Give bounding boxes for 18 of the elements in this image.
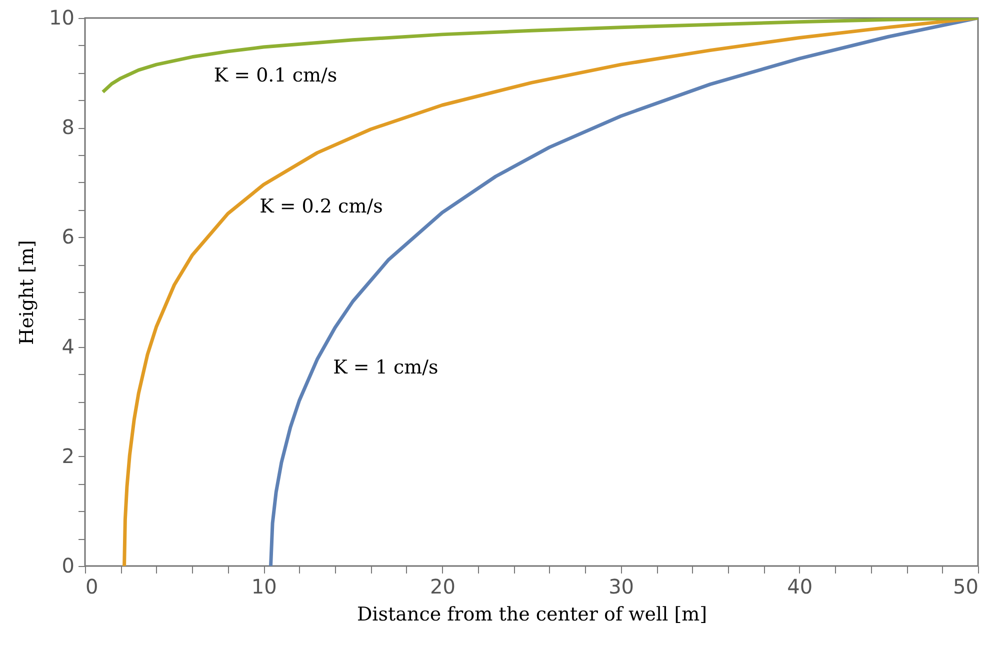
y-axis-title: Height [m] (16, 240, 38, 345)
y-tick-label: 8 (62, 115, 74, 140)
x-tick-label: 10 (251, 574, 277, 598)
series-label: K = 0.1 cm/s (214, 64, 338, 86)
x-axis-title: Distance from the center of well [m] (356, 604, 708, 626)
line-series (101, 18, 978, 94)
y-tick-label: 10 (49, 6, 74, 30)
y-tick-label: 6 (62, 224, 74, 249)
y-tick-label: 2 (62, 444, 74, 468)
series-label: K = 1 cm/s (333, 356, 438, 378)
x-tick-label: 20 (430, 574, 456, 598)
x-tick-label: 30 (608, 574, 634, 598)
x-tick-label: 40 (787, 574, 813, 598)
y-tick-label: 4 (62, 334, 74, 358)
series-label: K = 0.2 cm/s (260, 196, 383, 218)
x-tick-label: 0 (86, 574, 98, 598)
y-tick-label: 0 (62, 554, 74, 578)
x-tick-label: 50 (953, 574, 978, 598)
